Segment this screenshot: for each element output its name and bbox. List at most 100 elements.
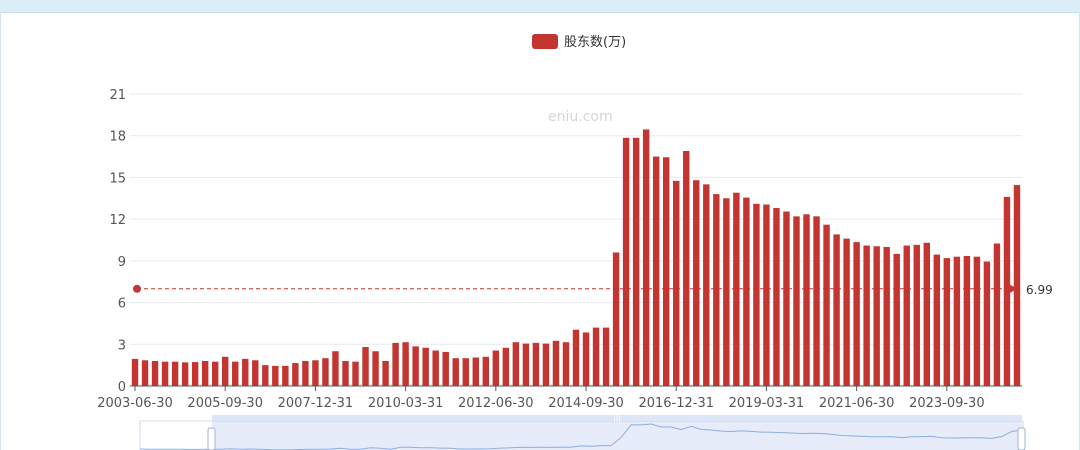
bar[interactable]	[713, 194, 720, 386]
bar[interactable]	[542, 343, 550, 386]
bar[interactable]	[272, 365, 279, 386]
bar[interactable]	[853, 242, 860, 386]
bar[interactable]	[151, 360, 159, 386]
bar[interactable]	[833, 234, 840, 386]
bar[interactable]	[322, 358, 329, 386]
bar[interactable]	[211, 361, 219, 386]
bar[interactable]	[642, 129, 650, 386]
bar[interactable]	[843, 238, 850, 386]
bar[interactable]	[933, 254, 941, 386]
bar[interactable]	[582, 332, 590, 386]
bar[interactable]	[171, 361, 179, 386]
bar[interactable]	[783, 211, 790, 387]
bar[interactable]	[472, 357, 479, 387]
bar[interactable]	[131, 358, 139, 386]
zoom-grip-icon[interactable]: |||	[613, 413, 621, 422]
bar[interactable]	[683, 151, 690, 386]
bar[interactable]	[803, 214, 810, 386]
zoom-right-handle[interactable]	[1017, 427, 1026, 450]
bar[interactable]	[873, 246, 880, 386]
bar[interactable]	[953, 256, 961, 386]
bar[interactable]	[222, 356, 229, 386]
bar[interactable]	[412, 346, 419, 386]
zoom-top-bar[interactable]	[212, 415, 1022, 421]
bar[interactable]	[342, 360, 349, 386]
bar[interactable]	[512, 342, 520, 386]
bar[interactable]	[232, 361, 239, 386]
bar[interactable]	[883, 246, 890, 386]
bar[interactable]	[252, 360, 259, 386]
bar[interactable]	[292, 363, 299, 386]
zoom-track[interactable]	[139, 420, 1024, 450]
bar[interactable]	[622, 137, 630, 386]
bar-series[interactable]	[131, 129, 1021, 387]
bar[interactable]	[893, 253, 900, 386]
bar[interactable]	[703, 184, 710, 386]
bar[interactable]	[312, 360, 319, 386]
bar[interactable]	[973, 256, 981, 386]
bar[interactable]	[282, 365, 289, 386]
zoom-selected-range[interactable]	[212, 421, 1022, 450]
bar[interactable]	[1003, 196, 1011, 386]
bar[interactable]	[863, 245, 870, 386]
bar[interactable]	[392, 342, 399, 386]
bar[interactable]	[1013, 185, 1021, 386]
bar[interactable]	[723, 198, 730, 386]
bar[interactable]	[673, 180, 680, 386]
bar[interactable]	[161, 361, 169, 386]
bar[interactable]	[201, 360, 209, 386]
bar[interactable]	[372, 351, 379, 386]
legend-label[interactable]: 股东数(万)	[564, 35, 626, 50]
bar[interactable]	[663, 157, 670, 386]
bar[interactable]	[963, 255, 971, 386]
legend-swatch[interactable]	[532, 34, 558, 49]
bar[interactable]	[262, 365, 269, 386]
bar[interactable]	[602, 327, 610, 386]
bar[interactable]	[753, 203, 760, 386]
bar[interactable]	[562, 342, 570, 386]
bar[interactable]	[913, 244, 920, 386]
bar[interactable]	[983, 261, 991, 386]
bar[interactable]	[903, 245, 910, 386]
bar[interactable]	[332, 351, 339, 386]
bar[interactable]	[462, 358, 469, 386]
bar[interactable]	[442, 351, 449, 386]
bar[interactable]	[632, 137, 640, 386]
data-zoom-slider[interactable]: |||	[139, 413, 1026, 450]
bar[interactable]	[402, 342, 409, 386]
bar[interactable]	[943, 258, 951, 386]
bar[interactable]	[773, 208, 780, 386]
bar[interactable]	[502, 347, 510, 386]
bar[interactable]	[302, 360, 309, 386]
bar[interactable]	[552, 340, 560, 386]
bar[interactable]	[352, 361, 359, 386]
bar[interactable]	[181, 362, 189, 386]
bar[interactable]	[191, 362, 199, 386]
legend[interactable]: 股东数(万)	[532, 34, 626, 50]
bar[interactable]	[572, 329, 580, 386]
bar[interactable]	[382, 360, 389, 386]
bar[interactable]	[793, 216, 800, 386]
bar[interactable]	[362, 347, 369, 386]
bar[interactable]	[813, 216, 820, 386]
bar[interactable]	[432, 350, 439, 386]
bar[interactable]	[242, 358, 249, 386]
bar[interactable]	[612, 252, 620, 386]
bar[interactable]	[452, 358, 459, 386]
bar[interactable]	[592, 327, 600, 386]
bar[interactable]	[993, 243, 1001, 386]
bar[interactable]	[823, 224, 830, 386]
zoom-left-handle[interactable]	[207, 427, 216, 450]
bar[interactable]	[482, 356, 489, 386]
bar[interactable]	[422, 347, 429, 386]
bar[interactable]	[763, 204, 770, 386]
bar[interactable]	[522, 343, 530, 386]
bar[interactable]	[693, 180, 700, 386]
bar[interactable]	[733, 192, 740, 386]
bar[interactable]	[141, 360, 149, 386]
bar[interactable]	[492, 350, 500, 386]
bar[interactable]	[743, 197, 750, 386]
bar[interactable]	[652, 156, 660, 386]
bar[interactable]	[923, 242, 930, 386]
bar[interactable]	[532, 342, 540, 386]
